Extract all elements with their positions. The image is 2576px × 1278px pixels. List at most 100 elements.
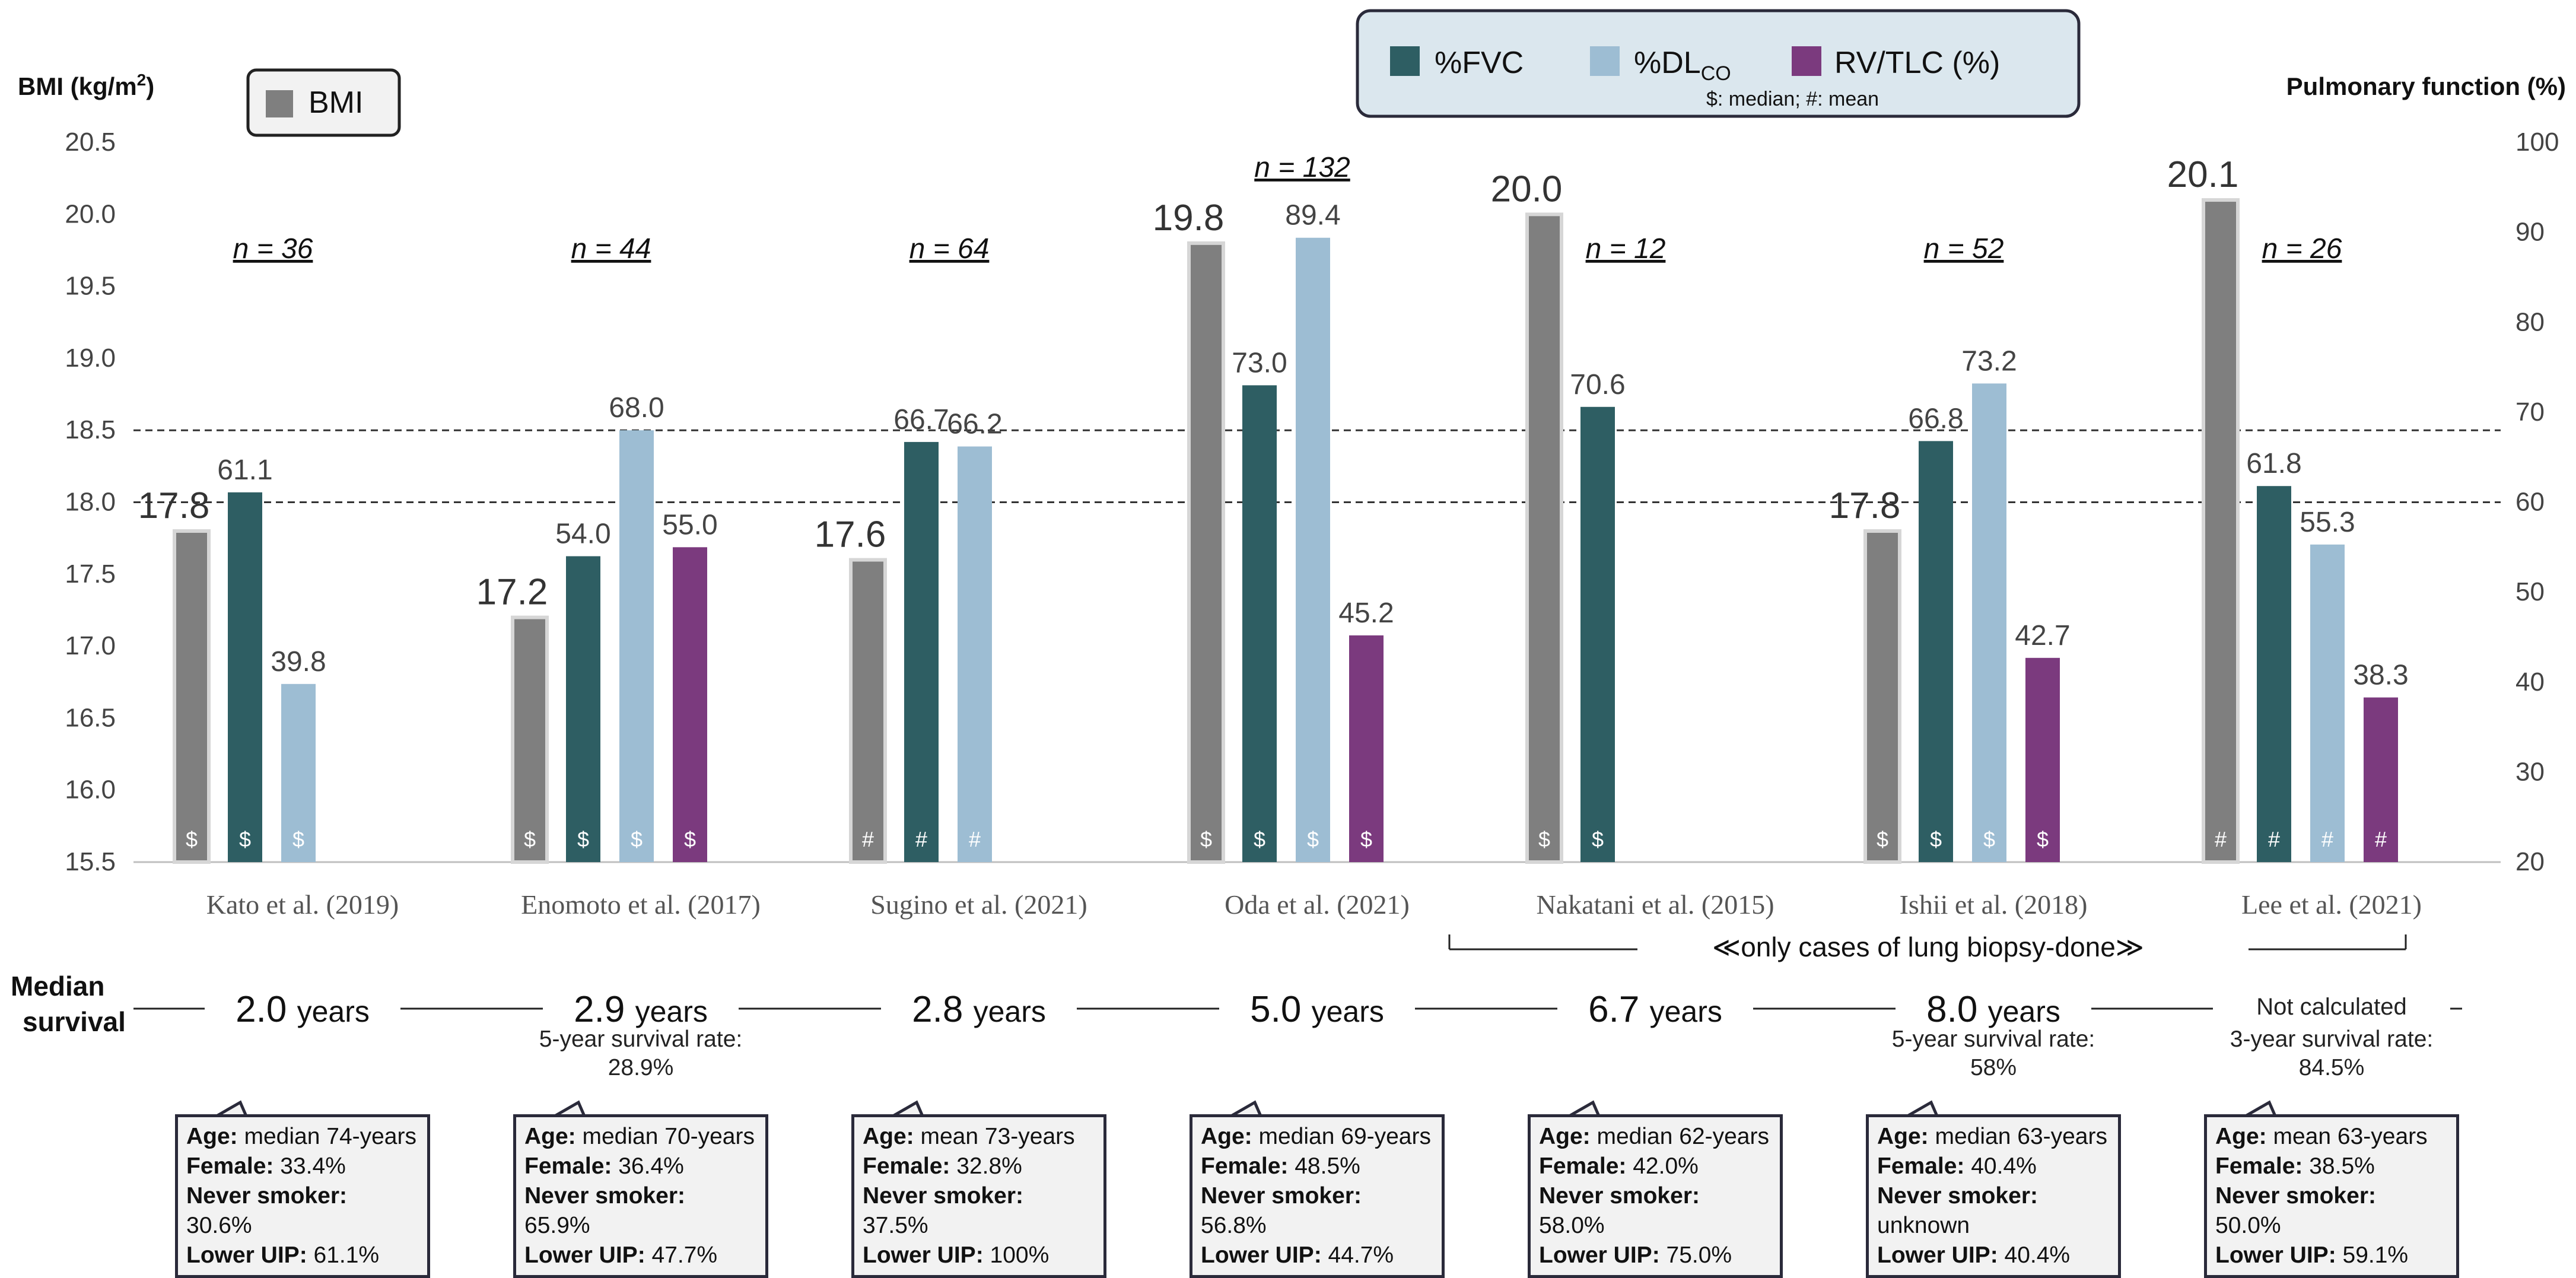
statistic-marker: $ — [1983, 827, 1995, 851]
right-tick-label: 40 — [2515, 667, 2545, 697]
data-label: 38.3 — [2353, 660, 2408, 691]
left-tick-label: 18.5 — [65, 415, 116, 444]
rvtlc-legend-label: RV/TLC (%) — [1834, 46, 2000, 80]
survival-unit: years — [1312, 995, 1384, 1028]
never-smoker-row: Never smoker: 50.0% — [2215, 1181, 2448, 1241]
rvtlc-bar — [2364, 697, 2398, 862]
bmi-legend-label: BMI — [309, 85, 363, 120]
right-tick-label: 20 — [2515, 847, 2545, 876]
sample-size-label: n = 36 — [233, 233, 313, 265]
survival-value-bg — [1896, 985, 2091, 1032]
study-group: Lee et al. (2021) n = 26 #20.1 #61.8 #55.3 #3… — [2167, 154, 2422, 920]
survival-unit: years — [635, 995, 708, 1028]
field-value: 47.7% — [645, 1242, 718, 1268]
left-tick-label: 18.0 — [65, 488, 116, 517]
survival-number: 2.8 — [912, 989, 963, 1030]
fvc-bar — [904, 441, 939, 862]
dlco-legend-label: %DLCO — [1634, 46, 1731, 85]
data-label: 45.2 — [1338, 597, 1394, 629]
field-value: 42.0% — [1626, 1153, 1699, 1179]
field-value: 58.0% — [1539, 1213, 1605, 1238]
left-tick-label: 16.0 — [65, 775, 116, 805]
data-label: 61.8 — [2246, 448, 2301, 479]
data-label: 20.1 — [2167, 154, 2239, 195]
data-label: 68.0 — [609, 392, 664, 424]
bmi-bar — [511, 615, 549, 864]
field-label: Never smoker: — [524, 1183, 685, 1209]
left-tick-label: 15.5 — [65, 847, 116, 876]
fvc-bar — [1242, 385, 1277, 862]
data-label: 66.2 — [947, 408, 1002, 440]
dlco-bar — [1972, 383, 2006, 862]
statistic-marker: $ — [1200, 827, 1212, 851]
data-label: 89.4 — [1285, 200, 1340, 231]
statistic-marker: $ — [239, 827, 251, 851]
right-tick-label: 90 — [2515, 218, 2545, 247]
statistic-marker: # — [2215, 827, 2227, 851]
data-label: 39.8 — [271, 646, 326, 678]
data-label: 17.2 — [476, 572, 548, 613]
statistic-marker: $ — [292, 827, 304, 851]
data-label: 17.6 — [815, 514, 886, 555]
survival-value: 2.0 years — [236, 989, 370, 1030]
age-row: Age: median 69-years — [1201, 1122, 1433, 1152]
bmi-bar — [1525, 212, 1563, 864]
data-label: 55.3 — [2300, 507, 2355, 538]
bmi-legend-swatch — [266, 90, 293, 117]
right-tick-label: 70 — [2515, 398, 2545, 427]
lower-uip-row: Lower UIP: 75.0% — [1539, 1241, 1772, 1270]
female-row: Female: 36.4% — [524, 1152, 757, 1181]
sample-size-label: n = 64 — [909, 233, 990, 265]
sample-size-label: n = 26 — [2262, 233, 2342, 265]
survival-rate-title: 5-year survival rate: — [539, 1026, 743, 1052]
female-row: Female: 42.0% — [1539, 1152, 1772, 1181]
field-value: median 69-years — [1252, 1124, 1432, 1149]
survival-rate-title: 3-year survival rate: — [2230, 1026, 2434, 1052]
field-label: Age: — [1539, 1124, 1591, 1149]
data-label: 42.7 — [2015, 620, 2070, 651]
left-axis-title: BMI (kg/m2) — [18, 71, 154, 100]
box-notch — [1568, 1100, 1601, 1118]
field-label: Lower UIP: — [524, 1242, 645, 1268]
data-label: 20.0 — [1491, 169, 1563, 209]
bmi-bar — [1187, 241, 1225, 864]
bmi-bar — [1863, 529, 1901, 864]
statistic-marker: $ — [2037, 827, 2049, 851]
right-tick-label: 60 — [2515, 488, 2545, 517]
survival-rate-value: 28.9% — [608, 1055, 674, 1080]
statistic-marker: $ — [1360, 827, 1372, 851]
field-value: 56.8% — [1201, 1213, 1267, 1238]
right-axis-title: Pulmonary function (%) — [2286, 72, 2566, 100]
never-smoker-row: Never smoker: unknown — [1877, 1181, 2110, 1241]
survival-unit: years — [297, 995, 370, 1028]
field-value: 75.0% — [1659, 1242, 1732, 1268]
fvc-bar — [1919, 441, 1953, 862]
field-value: 100% — [983, 1242, 1050, 1268]
field-label: Never smoker: — [1539, 1183, 1700, 1209]
statistic-marker: $ — [1877, 827, 1888, 851]
left-tick-label: 19.0 — [65, 344, 116, 373]
field-label: Lower UIP: — [186, 1242, 307, 1268]
statistic-marker: $ — [1538, 827, 1550, 851]
left-tick-label: 20.0 — [65, 199, 116, 228]
never-smoker-row: Never smoker: 30.6% — [186, 1181, 419, 1241]
field-value: 38.5% — [2303, 1153, 2375, 1179]
survival-unit: years — [1988, 995, 2060, 1028]
box-notch — [554, 1100, 586, 1118]
demographics-box: Age: median 63-years Female: 40.4% Never s… — [1866, 1114, 2121, 1278]
survival-number: 5.0 — [1250, 989, 1301, 1030]
statistic-marker: $ — [1592, 827, 1604, 851]
survival-number: 2.9 — [574, 989, 625, 1030]
survival-value-bg — [881, 985, 1077, 1032]
sample-size-label: n = 132 — [1254, 152, 1350, 183]
survival-value: 2.8 years — [912, 989, 1046, 1030]
data-label: 19.8 — [1153, 198, 1225, 239]
demographics-box: Age: mean 63-years Female: 38.5% Never smo… — [2204, 1114, 2459, 1278]
age-row: Age: mean 73-years — [863, 1122, 1095, 1152]
rvtlc-bar — [2025, 657, 2060, 862]
field-value: 36.4% — [612, 1153, 684, 1179]
dlco-bar — [1296, 237, 1330, 862]
demographics-box: Age: median 70-years Female: 36.4% Never s… — [513, 1114, 768, 1278]
survival-value: 6.7 years — [1588, 989, 1722, 1030]
category-label: Enomoto et al. (2017) — [521, 889, 761, 920]
